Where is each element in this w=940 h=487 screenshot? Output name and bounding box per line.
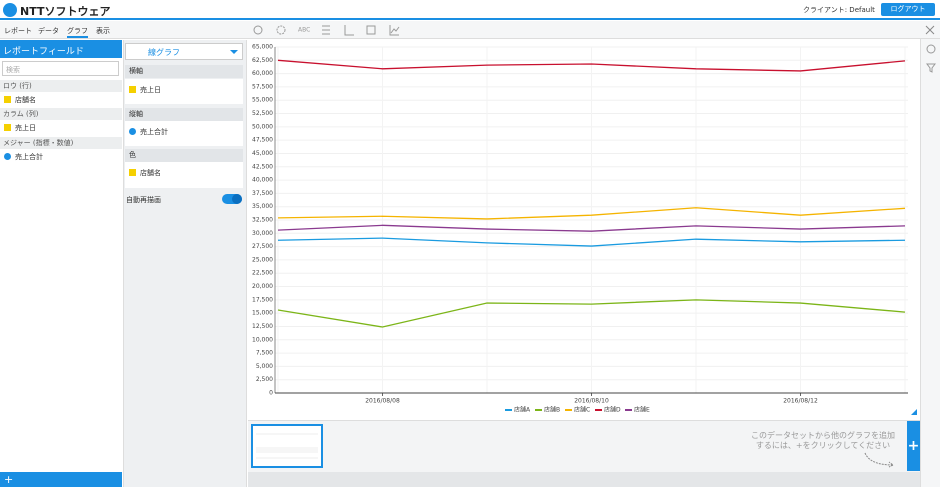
y-tick-label: 0	[269, 390, 273, 397]
y-tick-label: 47,500	[252, 137, 273, 144]
y-tick-label: 42,500	[252, 163, 273, 170]
y-tick-label: 57,500	[252, 83, 273, 90]
y-tick-label: 25,000	[252, 256, 273, 263]
x-tick-label: 2016/08/08	[365, 398, 400, 405]
slot-label: 売上日	[140, 86, 161, 94]
settings-icon[interactable]	[276, 25, 286, 35]
slot-item[interactable]: 店舗名	[125, 162, 243, 188]
toolbar: ABC	[253, 25, 400, 36]
thumbnail[interactable]	[251, 424, 323, 468]
tab[interactable]: グラフ	[67, 26, 88, 38]
y-tick-label: 10,000	[252, 336, 273, 343]
slot-item[interactable]: 売上日	[125, 79, 243, 104]
dropdown-arrow	[230, 50, 238, 54]
slot-header: 縦軸	[125, 108, 243, 121]
y-tick-label: 40,000	[252, 177, 273, 184]
abc-button[interactable]: ABC	[298, 27, 310, 34]
y-tick-label: 12,500	[252, 323, 273, 330]
field-item[interactable]: 店舗名	[4, 94, 36, 106]
y-tick-label: 37,500	[252, 190, 273, 197]
legend-label: 店舗D	[604, 406, 621, 414]
hint-line: このデータセットから他のグラフを追加	[751, 431, 895, 440]
field-item[interactable]: 売上合計	[4, 151, 43, 163]
section-header: カラム (列)	[0, 108, 122, 120]
legend-label: 店舗C	[574, 406, 590, 414]
logout-button[interactable]: ログアウト	[881, 3, 935, 16]
y-tick-label: 17,500	[252, 296, 273, 303]
field-label: 店舗名	[15, 96, 36, 104]
logo: NTTソフトウェア	[20, 5, 111, 18]
legend-label: 店舗B	[544, 406, 560, 414]
y-tick-label: 30,000	[252, 230, 273, 237]
series-line	[277, 59, 906, 72]
section-header: ロウ (行)	[0, 80, 122, 92]
slot-header: 色	[125, 149, 243, 162]
legend-label: 店舗E	[634, 406, 650, 414]
tab-bar: レポート データ グラフ 表示 ABC	[0, 21, 940, 39]
auto-redraw-label: 自動再描画	[126, 196, 161, 204]
chart-type-dropdown[interactable]: 線グラフ	[125, 43, 243, 60]
field-label: 売上合計	[15, 153, 43, 161]
y-tick-label: 15,000	[252, 310, 273, 317]
tab[interactable]: 表示	[96, 27, 110, 35]
close-icon[interactable]	[924, 24, 936, 36]
client: クライアント: Default	[803, 6, 875, 14]
tab[interactable]: データ	[38, 27, 59, 35]
series-line	[277, 224, 906, 232]
series-line	[277, 207, 906, 220]
y-tick-label: 45,000	[252, 150, 273, 157]
tab[interactable]: レポート	[4, 27, 32, 35]
y-tick-label: 50,000	[252, 123, 273, 130]
add-hint: このデータセットから他のグラフを追加 するには、+をクリックしてください	[738, 431, 908, 451]
scrollbar	[248, 472, 920, 487]
y-tick-label: 7,500	[256, 350, 273, 357]
y-tick-label: 2,500	[256, 376, 273, 383]
image-icon[interactable]	[366, 25, 376, 35]
y-tick-label: 22,500	[252, 270, 273, 277]
hint-arrow	[864, 452, 895, 468]
y-tick-label: 60,000	[252, 70, 273, 77]
x-tick-label: 2016/08/10	[574, 398, 609, 405]
y-tick-label: 52,500	[252, 110, 273, 117]
auto-redraw-toggle[interactable]	[222, 194, 242, 204]
y-tick-label: 55,000	[252, 97, 273, 104]
list-icon[interactable]	[322, 25, 330, 35]
y-tick-label: 5,000	[256, 363, 273, 370]
axis-icon[interactable]	[344, 25, 354, 36]
logo-icon	[3, 3, 17, 17]
side-icons[interactable]	[925, 44, 937, 74]
field-label: 売上日	[15, 124, 36, 132]
chart-icon[interactable]	[389, 25, 400, 36]
undo-icon[interactable]	[253, 25, 263, 35]
legend-label: 店舗A	[514, 406, 531, 414]
resize-handle	[911, 409, 917, 415]
y-tick-label: 62,500	[252, 57, 273, 64]
x-tick-label: 2016/08/12	[783, 398, 818, 405]
field-item[interactable]: 売上日	[4, 122, 36, 134]
slot-header: 横軸	[125, 65, 243, 78]
section-header: メジャー (指標・数値)	[0, 137, 122, 149]
series-line	[277, 237, 906, 247]
slot-item[interactable]: 売上合計	[125, 121, 243, 146]
slot-label: 店舗名	[140, 169, 161, 177]
series-line	[277, 299, 906, 328]
y-tick-label: 32,500	[252, 217, 273, 224]
slot-label: 売上合計	[140, 128, 168, 136]
y-tick-label: 27,500	[252, 243, 273, 250]
chart: 0 2,500 5,000 7,500 10,000 12,500 15,000 17,500…	[252, 44, 917, 415]
graph-tray: このデータセットから他のグラフを追加 するには、+をクリックしてください +	[248, 420, 920, 472]
y-tick-label: 35,000	[252, 203, 273, 210]
top-bar: NTTソフトウェア クライアント: Default ログアウト	[0, 0, 940, 20]
y-tick-label: 20,000	[252, 283, 273, 290]
panel-title: レポートフィールド	[0, 40, 122, 58]
search-box[interactable]: 検索	[2, 61, 119, 76]
y-tick-label: 65,000	[252, 44, 273, 51]
add-field-button[interactable]: +	[0, 472, 122, 487]
hint-line: するには、+をクリックしてください	[755, 441, 891, 450]
right-strip	[920, 39, 940, 487]
add-graph-button[interactable]: +	[907, 421, 920, 471]
